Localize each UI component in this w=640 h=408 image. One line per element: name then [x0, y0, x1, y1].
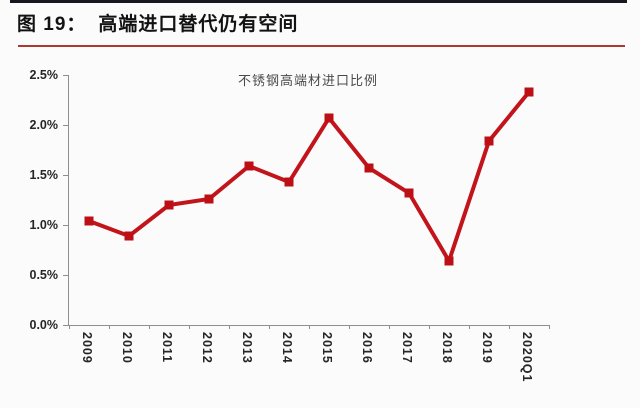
- y-axis-tick-label: 2.5%: [0, 67, 58, 83]
- y-axis-tick: [63, 275, 68, 276]
- x-axis-tick-label: 2010: [120, 332, 134, 364]
- line-series-svg: [69, 75, 549, 325]
- x-axis-tick: [149, 325, 150, 329]
- data-point-marker: [485, 137, 494, 146]
- x-axis-tick: [549, 325, 550, 329]
- x-axis-tick: [69, 325, 70, 329]
- y-axis-tick-label: 2.0%: [0, 117, 58, 133]
- x-axis-tick: [309, 325, 310, 329]
- data-point-marker: [445, 257, 454, 266]
- y-axis-tick: [63, 225, 68, 226]
- data-point-marker: [325, 114, 334, 123]
- data-point-marker: [525, 88, 534, 97]
- x-axis-tick-label: 2017: [400, 332, 414, 364]
- y-axis-tick-label: 0.5%: [0, 267, 58, 283]
- x-axis-tick-label: 2018: [440, 332, 454, 364]
- x-axis-tick: [189, 325, 190, 329]
- x-axis-tick-label: 2016: [360, 332, 374, 364]
- y-axis-tick-label: 0.0%: [0, 317, 58, 333]
- data-point-marker: [405, 189, 414, 198]
- x-axis-tick-label: 2019: [480, 332, 494, 364]
- data-point-marker: [285, 178, 294, 187]
- y-axis-tick: [63, 175, 68, 176]
- figure-label: 图 19：: [17, 14, 86, 35]
- y-axis-tick: [63, 75, 68, 76]
- y-axis-tick-label: 1.0%: [0, 217, 58, 233]
- x-axis-tick: [469, 325, 470, 329]
- top-border-rule: [10, 0, 627, 3]
- x-axis-tick: [229, 325, 230, 329]
- x-axis-tick-label: 2015: [320, 332, 334, 364]
- y-axis-tick: [63, 325, 68, 326]
- plot-area: [68, 75, 549, 326]
- x-axis-tick: [429, 325, 430, 329]
- data-point-marker: [165, 201, 174, 210]
- data-point-marker: [85, 217, 94, 226]
- x-axis-tick: [389, 325, 390, 329]
- data-point-marker: [365, 164, 374, 173]
- x-axis-tick: [269, 325, 270, 329]
- x-axis-tick-label: 2011: [160, 332, 174, 363]
- x-axis-tick-label: 2009: [80, 332, 94, 364]
- data-point-marker: [245, 162, 254, 171]
- figure-title: 图 19： 高端进口替代仍有空间: [17, 9, 298, 36]
- x-axis-tick-label: 2012: [200, 332, 214, 364]
- x-axis-tick: [109, 325, 110, 329]
- series-line: [89, 92, 529, 261]
- x-axis-tick: [509, 325, 510, 329]
- data-point-marker: [125, 232, 134, 241]
- y-axis-tick-label: 1.5%: [0, 167, 58, 183]
- figure-page: 图 19：高端进口替代仍有空间 不锈钢高端材进口比例 0.0%0.5%1.0%1…: [0, 0, 640, 408]
- data-point-marker: [205, 195, 214, 204]
- x-axis-tick-label: 2014: [280, 332, 294, 364]
- y-axis-tick: [63, 125, 68, 126]
- figure-title-text: 高端进口替代仍有空间: [98, 14, 298, 35]
- title-underline-rule: [18, 45, 625, 47]
- x-axis-tick-label: 2013: [240, 332, 254, 364]
- x-axis-tick: [349, 325, 350, 329]
- x-axis-tick-label: 2020Q1: [520, 332, 534, 382]
